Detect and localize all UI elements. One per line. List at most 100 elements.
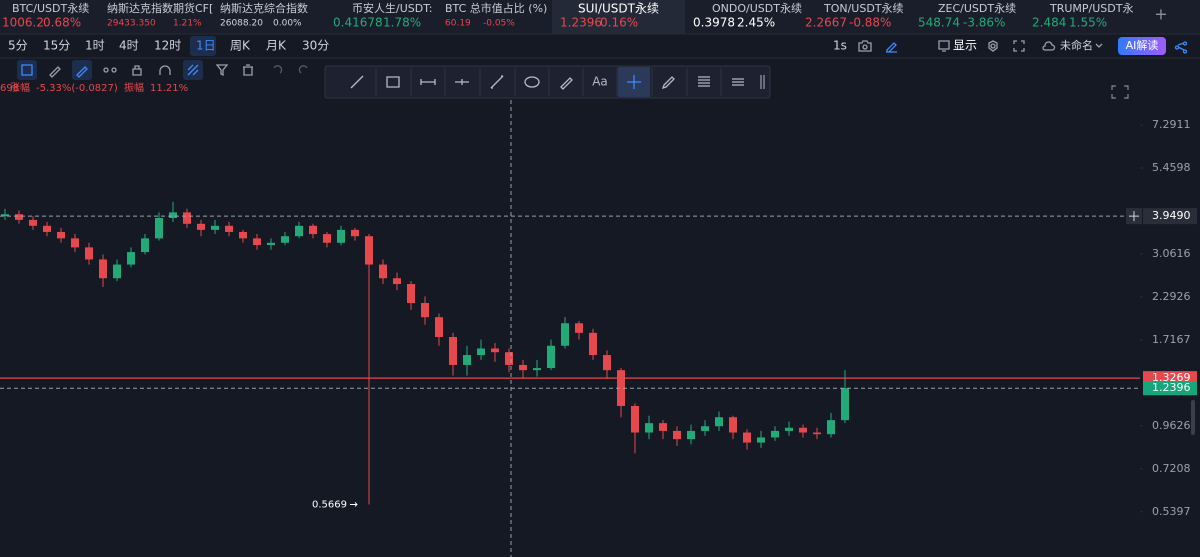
candle-body — [127, 252, 135, 265]
floating-grip[interactable] — [760, 75, 765, 89]
floating-tool[interactable] — [386, 76, 400, 88]
cloud-icon[interactable] — [1042, 41, 1056, 51]
floating-tool[interactable] — [490, 75, 504, 89]
ticker-change[interactable]: 1.21% — [173, 19, 202, 29]
ticker-price[interactable]: 1.2396 — [560, 16, 602, 30]
ticker-change[interactable]: 1.55% — [1069, 16, 1107, 30]
ai-button[interactable] — [1118, 37, 1166, 55]
floating-tool[interactable] — [627, 75, 641, 89]
drawing-tool[interactable] — [215, 64, 229, 77]
ticker-change[interactable]: -0.88% — [849, 16, 891, 30]
timeframe[interactable]: 周K — [230, 39, 251, 53]
ticker-price[interactable]: 548.74 — [918, 16, 960, 30]
drawing-tool[interactable] — [159, 65, 171, 75]
ticker-name[interactable]: BTC/USDT永续 — [12, 1, 89, 15]
candle-body — [827, 420, 835, 435]
candle-body — [99, 259, 107, 279]
drawing-tool[interactable] — [49, 66, 61, 78]
timeframe[interactable]: 15分 — [43, 39, 70, 53]
candle-body — [799, 427, 807, 433]
drawing-tool[interactable] — [187, 64, 199, 76]
timeframe[interactable]: 4时 — [119, 39, 139, 53]
candle-body — [813, 432, 821, 435]
camera-icon[interactable] — [858, 40, 872, 52]
ticker-name[interactable]: TON/USDT永续 — [823, 1, 904, 15]
floating-tool[interactable] — [698, 76, 710, 87]
floating-tool[interactable] — [560, 77, 573, 90]
ticker-change[interactable]: 1.78% — [383, 16, 421, 30]
floating-tool[interactable] — [350, 75, 364, 89]
text-tool[interactable]: Aa — [592, 75, 608, 89]
dropdown-icon[interactable] — [1095, 43, 1103, 48]
display-toggle[interactable]: 显示 — [953, 39, 977, 53]
drawing-tool[interactable] — [21, 64, 33, 76]
drawing-tool[interactable] — [273, 65, 283, 74]
timeframe[interactable]: 12时 — [154, 39, 181, 53]
add-ticker[interactable]: + — [1154, 5, 1167, 24]
candle-body — [463, 355, 471, 365]
ticker-change[interactable]: 0.16% — [600, 16, 638, 30]
ticker-price[interactable]: 0.41678 — [333, 16, 383, 30]
floating-tool[interactable] — [455, 79, 469, 85]
ticker-active-tab[interactable] — [552, 0, 685, 34]
ticker-price[interactable]: 26088.20 — [220, 19, 263, 29]
ticker-name[interactable]: TRUMP/USDT永 — [1049, 1, 1133, 15]
y-tick-label: 3.0616 — [1152, 247, 1191, 260]
fullscreen-icon[interactable] — [1013, 40, 1025, 52]
ticker-price[interactable]: 2.484 — [1032, 16, 1066, 30]
candle-body — [743, 432, 751, 443]
ticker-price[interactable]: 60.19 — [445, 19, 471, 29]
interval[interactable]: 1s — [833, 39, 847, 53]
candle-body — [15, 214, 23, 220]
candle-body — [281, 236, 289, 243]
timeframe[interactable]: 1时 — [85, 39, 105, 53]
floating-tool[interactable] — [420, 79, 436, 85]
ticker-name[interactable]: 币安人生/USDT: — [352, 1, 432, 15]
ticker-price[interactable]: 29433.350 — [107, 19, 156, 29]
drawing-tool[interactable] — [298, 65, 308, 74]
layout-name[interactable]: 未命名 — [1060, 38, 1093, 52]
display-icon[interactable] — [938, 40, 950, 52]
ai-button-label[interactable]: AI解读 — [1126, 38, 1159, 52]
share-icon[interactable] — [1174, 41, 1188, 54]
drawing-tool[interactable] — [76, 66, 88, 78]
ticker-price[interactable]: 0.3978 — [693, 16, 735, 30]
ticker-change[interactable]: 0.00% — [273, 19, 302, 29]
timeframe[interactable]: 30分 — [302, 39, 329, 53]
candle-body — [519, 364, 527, 371]
y-tick-label: 0.5397 — [1152, 505, 1191, 518]
candle-body — [673, 430, 681, 440]
ticker-change[interactable]: -3.86% — [963, 16, 1005, 30]
ticker-name[interactable]: ZEC/USDT永续 — [938, 1, 1016, 15]
y-tick-label: 0.7208 — [1152, 462, 1191, 475]
ticker-price[interactable]: 2.2667 — [805, 16, 847, 30]
floating-tool[interactable] — [661, 76, 675, 90]
chart-fullscreen[interactable] — [1111, 85, 1129, 99]
candle-body — [547, 345, 555, 369]
ticker-price[interactable]: 1006.2 — [2, 16, 44, 30]
timeframe[interactable]: 5分 — [8, 39, 28, 53]
y-tick-label: 1.7167 — [1152, 333, 1191, 346]
floating-tool[interactable] — [524, 76, 540, 88]
ticker-name[interactable]: BTC 总市值占比 (%) — [445, 1, 547, 15]
ticker-change[interactable]: 0.68% — [43, 16, 81, 30]
scroll-thumb[interactable] — [1191, 400, 1195, 435]
ticker-change[interactable]: 2.45% — [737, 16, 775, 30]
ticker-name[interactable]: SUI/USDT永续 — [578, 2, 659, 16]
drawing-tool[interactable] — [132, 65, 142, 76]
floating-tool[interactable] — [732, 78, 744, 86]
edit-icon[interactable] — [886, 42, 897, 53]
timeframe[interactable]: 1日 — [196, 39, 216, 53]
drawing-tool[interactable] — [103, 67, 117, 73]
crosshair-add-icon[interactable] — [1129, 211, 1139, 222]
timeframe[interactable]: 月K — [266, 39, 287, 53]
settings-icon[interactable] — [988, 40, 998, 52]
drawing-tool[interactable] — [243, 64, 253, 76]
ticker-name[interactable]: 纳斯达克指数期货CF[ — [107, 1, 213, 15]
candle-body — [477, 348, 485, 356]
ticker-name[interactable]: 纳斯达克综合指数 — [220, 1, 308, 15]
ticker-change[interactable]: -0.05% — [483, 19, 515, 29]
ticker-name[interactable]: ONDO/USDT永续 — [712, 1, 802, 15]
candle-body — [183, 212, 191, 224]
